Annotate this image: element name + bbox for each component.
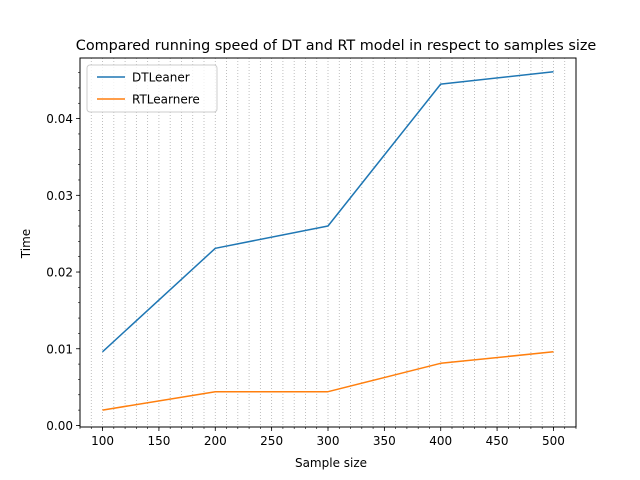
legend: DTLeaner RTLearnere <box>86 64 218 113</box>
y-tick-label: 0.01 <box>46 342 73 356</box>
x-axis-label: Sample size <box>295 456 367 470</box>
y-tick-label: 0.03 <box>46 189 73 203</box>
grid-lines <box>90 58 566 427</box>
y-tick-label: 0.00 <box>46 419 73 433</box>
x-tick-label: 500 <box>542 434 565 448</box>
x-tick-label: 100 <box>91 434 114 448</box>
series-line <box>101 71 554 353</box>
x-axis-ticks: 100 150 200 250 300 350 400 450 500 <box>79 427 577 448</box>
y-axis-label: Time <box>19 229 33 259</box>
x-tick-label: 400 <box>429 434 452 448</box>
y-tick-label: 0.02 <box>46 266 73 280</box>
x-tick-label: 350 <box>373 434 396 448</box>
x-tick-label: 250 <box>260 434 283 448</box>
x-tick-label: 300 <box>317 434 340 448</box>
legend-label: DTLeaner <box>132 71 190 85</box>
legend-label: RTLearnere <box>132 93 200 107</box>
chart-title: Compared running speed of DT and RT mode… <box>76 38 597 54</box>
y-axis-ticks: 0.00 0.01 0.02 0.03 0.04 <box>46 72 80 433</box>
x-tick-label: 450 <box>486 434 509 448</box>
axes-frame <box>79 57 577 428</box>
series-layer <box>101 71 554 411</box>
y-tick-label: 0.04 <box>46 112 73 126</box>
series-line <box>102 351 554 411</box>
x-tick-label: 150 <box>147 434 170 448</box>
x-tick-label: 200 <box>204 434 227 448</box>
